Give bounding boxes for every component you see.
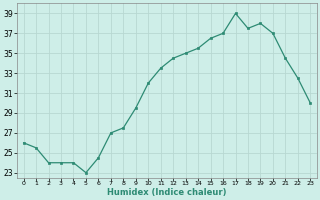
X-axis label: Humidex (Indice chaleur): Humidex (Indice chaleur) [107, 188, 227, 197]
